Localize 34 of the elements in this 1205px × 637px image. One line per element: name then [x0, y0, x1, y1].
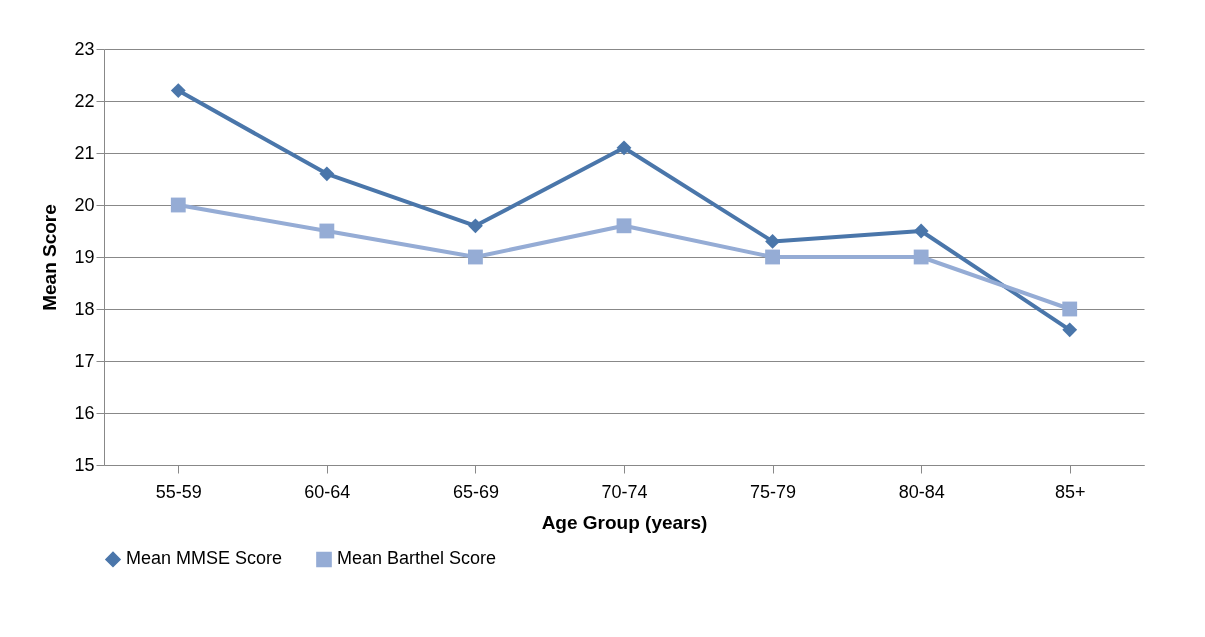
- x-tick-label: 85+: [1054, 481, 1086, 502]
- point: [913, 249, 929, 265]
- point: [1062, 301, 1078, 317]
- y-tick-label: 22: [74, 90, 95, 111]
- y-tick-label: 23: [74, 38, 95, 59]
- legend-label: Mean Barthel Score: [337, 548, 497, 569]
- point: [616, 218, 632, 234]
- y-tick-label: 21: [74, 142, 95, 163]
- point: [1062, 322, 1078, 338]
- legend-label: Mean MMSE Score: [126, 548, 283, 569]
- y-tick-label: 16: [74, 402, 95, 423]
- point: [170, 83, 186, 99]
- x-tick-label: 55-59: [155, 481, 202, 502]
- x-tick-label: 65-69: [452, 481, 499, 502]
- y-tick-label: 17: [74, 350, 95, 371]
- point: [468, 249, 483, 265]
- y-tick-label: 20: [74, 194, 95, 215]
- point: [170, 197, 186, 213]
- point: [765, 233, 780, 249]
- point: [468, 218, 483, 234]
- x-tick-label: 60-64: [304, 481, 351, 502]
- point: [765, 249, 780, 265]
- x-axis-title: Age Group (years): [541, 511, 708, 533]
- x-tick-label: 75-79: [750, 481, 797, 502]
- point: [616, 140, 632, 156]
- y-tick-label: 15: [74, 454, 95, 475]
- point: [913, 223, 929, 239]
- x-tick-label: 70-74: [601, 481, 648, 502]
- x-tick-label: 80-84: [898, 481, 945, 502]
- y-tick-label: 19: [74, 246, 95, 267]
- y-tick-label: 18: [74, 298, 95, 319]
- y-axis-title: Mean Score: [39, 204, 61, 311]
- point: [319, 166, 335, 182]
- point: [319, 223, 335, 239]
